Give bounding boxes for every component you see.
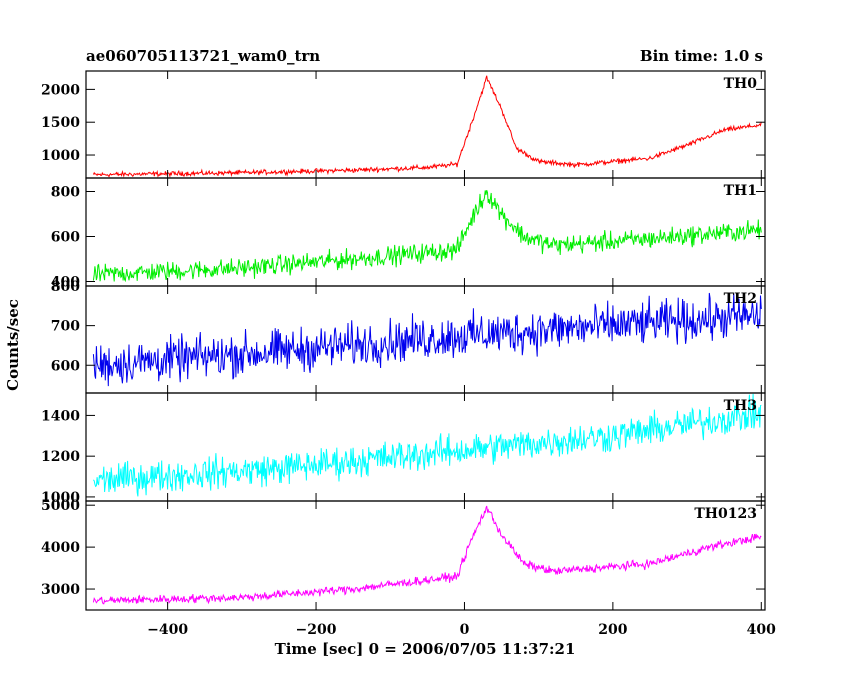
panel-label-th0: TH0	[724, 76, 758, 92]
panel-label-th1: TH1	[724, 183, 757, 199]
panel-frame-th1	[85, 177, 766, 287]
y-tick-label: 700	[51, 319, 80, 335]
y-tick-label: 600	[51, 358, 80, 374]
y-tick-label: 600	[51, 230, 80, 246]
series-line-th1	[92, 190, 762, 283]
series-line-th0123	[92, 505, 762, 605]
y-tick-label: 400	[51, 275, 80, 291]
y-tick-label: 4000	[41, 540, 80, 556]
x-tick-label: 400	[747, 622, 776, 638]
y-tick-label: 1200	[41, 449, 80, 465]
x-tick-label: 200	[598, 622, 627, 638]
y-tick-label: 800	[51, 185, 80, 201]
y-tick-label: 1000	[41, 490, 80, 506]
series-line-th0	[92, 75, 762, 178]
series-line-th3	[93, 393, 762, 497]
bin-time-label: Bin time: 1.0 s	[640, 47, 763, 65]
panel-frame-th0	[85, 70, 766, 179]
y-tick-label: 3000	[41, 582, 80, 598]
panel-label-th2: TH2	[724, 291, 757, 307]
y-tick-label: 1000	[41, 148, 80, 164]
y-tick-label: 2000	[41, 82, 80, 98]
y-tick-label: 5000	[41, 498, 80, 514]
chart-title: ae060705113721_wam0_trn	[86, 47, 320, 65]
y-axis-label: Counts/sec	[4, 299, 22, 391]
panel-label-th0123: TH0123	[694, 506, 757, 522]
x-tick-label: −200	[296, 622, 337, 638]
panel-label-th3: TH3	[724, 398, 757, 414]
y-tick-label: 800	[51, 279, 80, 295]
series-line-th2	[92, 292, 762, 387]
x-axis-label: Time [sec] 0 = 2006/07/05 11:37:21	[275, 640, 576, 658]
x-tick-label: −400	[147, 622, 188, 638]
x-tick-label: 0	[460, 622, 470, 638]
y-tick-label: 1500	[41, 115, 80, 131]
panel-frame-th0123	[85, 500, 766, 611]
y-tick-label: 1400	[41, 408, 80, 424]
